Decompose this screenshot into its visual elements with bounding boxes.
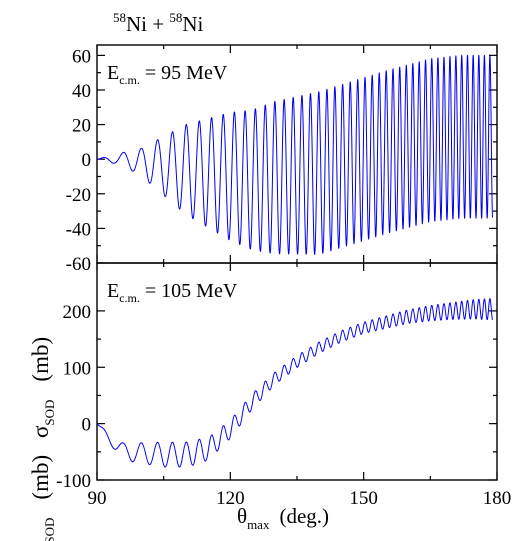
y-label-subscript-lower: SOD	[42, 518, 57, 541]
y-tick-label: 60	[72, 46, 91, 67]
y-label-unit: (mb)	[28, 337, 53, 382]
y-axis-label: σSOD (mb)	[28, 337, 57, 438]
y-tick-label: -40	[66, 219, 91, 240]
y-tick-label: 200	[63, 302, 92, 323]
y-label-subscript: SOD	[42, 400, 57, 426]
x-axis-label: θmax (deg.)	[237, 504, 329, 532]
x-tick-label: 120	[216, 488, 245, 509]
sigma-sod-curve	[97, 54, 494, 255]
svg-text:σSOD(mb): σSOD(mb)	[28, 455, 57, 541]
x-label-symbol: θ	[237, 504, 247, 528]
y-label-symbol: σ	[28, 425, 53, 438]
energy-annotation: Ec.m. = 105 MeV	[107, 280, 238, 305]
panel-bottom: -100 0 100 200 90 120 150 180 Ec.m. = 105 MeV	[56, 262, 512, 509]
energy-annotation: Ec.m. = 95 MeV	[107, 62, 228, 87]
x-label-subscript: max	[247, 517, 270, 532]
y-tick-label: 100	[63, 358, 92, 379]
y-axis-label-lower: σSOD(mb)	[28, 455, 57, 541]
x-tick-label: 150	[349, 488, 378, 509]
y-tick-label: 20	[72, 116, 91, 137]
title-mass-a: 58	[113, 10, 126, 25]
y-tick-label: -20	[66, 185, 91, 206]
y-tick-label: 40	[72, 81, 91, 102]
x-tick-label: 90	[88, 488, 107, 509]
svg-text:σSOD(mb): σSOD (mb)	[28, 337, 57, 438]
y-tick-label: 0	[82, 150, 92, 171]
x-label-unit: (deg.)	[279, 504, 329, 528]
y-label-unit-lower: (mb)	[28, 455, 53, 500]
sigma-sod-curve	[96, 298, 493, 468]
title-sym-a: Ni +	[126, 12, 169, 36]
figure-title: 58Ni + 58Ni	[113, 10, 204, 36]
y-tick-label: 0	[82, 415, 92, 436]
y-tick-label: -60	[66, 254, 91, 275]
y-tick-label: -100	[56, 471, 91, 492]
x-tick-label: 180	[483, 488, 512, 509]
title-sym-b: Ni	[182, 12, 203, 36]
title-mass-b: 58	[169, 10, 182, 25]
panel-top: -60 -40 -20 0 20 40 60 Ec.m. = 95 MeV	[66, 44, 498, 275]
